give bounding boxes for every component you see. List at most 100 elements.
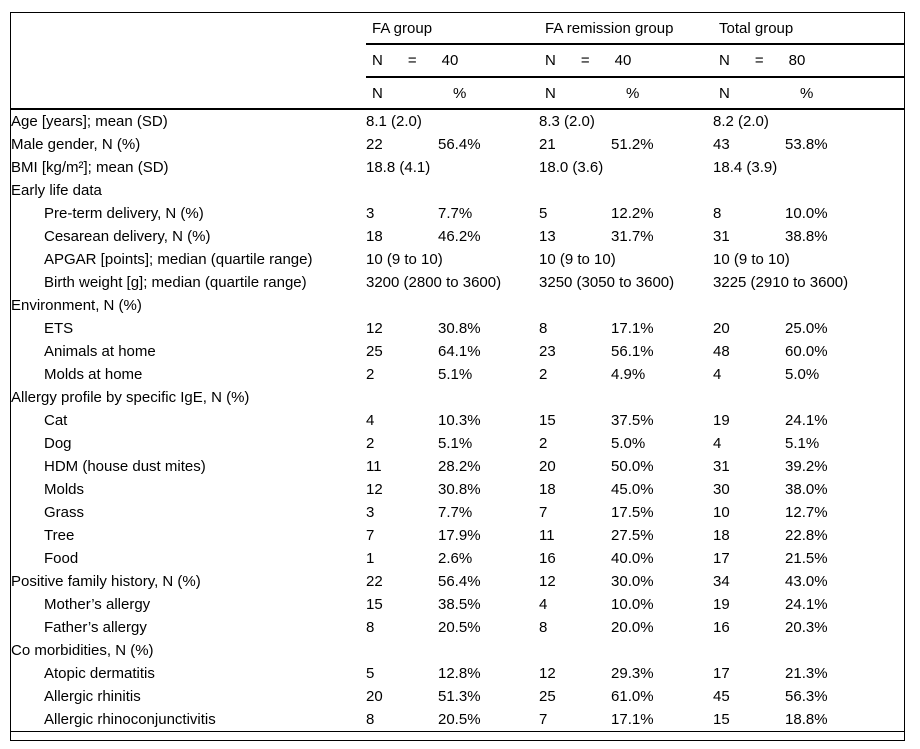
row-label: APGAR [points]; median (quartile range) <box>44 251 313 268</box>
cell-pct: 56.4% <box>438 136 481 153</box>
cell-n: 45 <box>713 688 730 705</box>
cell-pct: 37.5% <box>611 412 654 429</box>
cell-n: 31 <box>713 228 730 245</box>
cell-pct: 5.1% <box>438 366 473 383</box>
cell-pct: 51.3% <box>438 688 481 705</box>
table-row: Molds at home 2 5.1% 2 4.9% 4 5.0% <box>11 363 904 386</box>
table-row: Grass 3 7.7% 7 17.5% 10 12.7% <box>11 501 904 524</box>
row-label: Environment, N (%) <box>11 297 142 314</box>
cell-n: 4 <box>713 435 722 452</box>
cell-pct: 21.5% <box>785 550 828 567</box>
row-label: Cat <box>44 412 68 429</box>
col-group-fa: FA group <box>366 13 540 45</box>
cell-n: 15 <box>539 412 556 429</box>
cell-n: 3 <box>366 205 375 222</box>
cell-pct: 21.3% <box>785 665 828 682</box>
cell-n: 18 <box>713 527 730 544</box>
cell-pct: 43.0% <box>785 573 828 590</box>
row-label: Age [years]; mean (SD) <box>11 113 168 130</box>
cell-pct: 25.0% <box>785 320 828 337</box>
cell-value: 8.1 (2.0) <box>366 113 422 130</box>
cell-pct: 56.1% <box>611 343 654 360</box>
cell-n: 20 <box>713 320 730 337</box>
row-label: Allergy profile by specific IgE, N (%) <box>11 389 250 406</box>
cell-pct: 30.0% <box>611 573 654 590</box>
cell-pct: 51.2% <box>611 136 654 153</box>
table-row: Pre-term delivery, N (%) 3 7.7% 5 12.2% 8 10.0… <box>11 202 904 225</box>
row-label: Early life data <box>11 182 102 199</box>
table-row: Cesarean delivery, N (%) 18 46.2% 13 31.7% 31… <box>11 225 904 248</box>
cell-pct: 12.7% <box>785 504 828 521</box>
cell-pct: 22.8% <box>785 527 828 544</box>
cell-n: 4 <box>713 366 722 383</box>
cell-pct: 28.2% <box>438 458 481 475</box>
cell-n: 12 <box>539 665 556 682</box>
cell-pct: 10.0% <box>785 205 828 222</box>
row-label: Allergic rhinoconjunctivitis <box>11 708 366 732</box>
table-row: Food 1 2.6% 16 40.0% 17 21.5% <box>11 547 904 570</box>
cell-value: 3225 (2910 to 3600) <box>713 274 849 291</box>
table-row: Allergic rhinitis 20 51.3% 25 61.0% 45 56.3% <box>11 685 904 708</box>
table-row: BMI [kg/m²]; mean (SD) 18.8 (4.1) 18.0 (3.… <box>11 156 904 179</box>
row-label: BMI [kg/m²]; mean (SD) <box>11 159 169 176</box>
row-label: Male gender, N (%) <box>11 136 141 153</box>
cell-pct: 5.0% <box>785 366 820 383</box>
cell-n: 7 <box>539 504 548 521</box>
cell-n: 22 <box>366 573 383 590</box>
cell-n: 19 <box>713 596 730 613</box>
table-row: HDM (house dust mites) 11 28.2% 20 50.0% 31 39… <box>11 455 904 478</box>
table-frame: FA group FA remission group Total group … <box>10 12 905 741</box>
table-row: Tree 7 17.9% 11 27.5% 18 22.8% <box>11 524 904 547</box>
table-row: Male gender, N (%) 22 56.4% 21 51.2% 43 53.8% <box>11 133 904 156</box>
cell-n: 23 <box>539 343 556 360</box>
cell-empty <box>366 386 904 409</box>
row-label: Father’s allergy <box>44 619 147 636</box>
cell-pct: 56.3% <box>785 688 828 705</box>
cell-n: 17 <box>713 550 730 567</box>
group-n-total: N = 80 <box>713 44 905 78</box>
cell-n: 31 <box>713 458 730 475</box>
cell-pct: 17.1% <box>611 708 714 732</box>
cell-pct: 56.4% <box>438 573 481 590</box>
cell-n: 11 <box>539 527 555 544</box>
row-label: ETS <box>44 320 74 337</box>
table-row: ETS 12 30.8% 8 17.1% 20 25.0% <box>11 317 904 340</box>
cell-n: 4 <box>366 412 375 429</box>
cell-pct: 7.7% <box>438 205 473 222</box>
cell-pct: 40.0% <box>611 550 654 567</box>
row-label: Tree <box>44 527 75 544</box>
cell-n: 11 <box>366 458 382 475</box>
table-row: Positive family history, N (%) 22 56.4% 12 3… <box>11 570 904 593</box>
cell-n: 2 <box>539 435 548 452</box>
cell-n: 25 <box>539 688 556 705</box>
row-label: Atopic dermatitis <box>44 665 155 682</box>
col-group-fa-remission: FA remission group <box>539 13 714 45</box>
cell-pct: 38.8% <box>785 228 828 245</box>
cell-pct: 17.9% <box>438 527 481 544</box>
cell-n: 8 <box>366 619 375 636</box>
row-label: Positive family history, N (%) <box>11 573 201 590</box>
cell-value: 18.0 (3.6) <box>539 159 604 176</box>
row-label: Molds <box>44 481 85 498</box>
cell-pct: 39.2% <box>785 458 828 475</box>
row-label: Mother’s allergy <box>44 596 151 613</box>
cell-pct: 60.0% <box>785 343 828 360</box>
cell-n: 20 <box>539 458 556 475</box>
table-row: Mother’s allergy 15 38.5% 4 10.0% 19 24.1% <box>11 593 904 616</box>
table-row: Age [years]; mean (SD) 8.1 (2.0) 8.3 (2.0)… <box>11 109 904 133</box>
cell-n: 2 <box>539 366 548 383</box>
subheader-row: N % N % N % <box>11 77 905 110</box>
cell-n: 18 <box>539 481 556 498</box>
cell-n: 22 <box>366 136 383 153</box>
row-label: Allergic rhinitis <box>44 688 141 705</box>
table-row: Dog 2 5.1% 2 5.0% 4 5.1% <box>11 432 904 455</box>
subheader-n: N <box>713 77 786 110</box>
subheader-pct: % <box>611 77 714 110</box>
cell-pct: 38.5% <box>438 596 481 613</box>
cell-n: 12 <box>366 481 383 498</box>
cell-n: 43 <box>713 136 730 153</box>
cell-value: 10 (9 to 10) <box>539 251 616 268</box>
cell-n: 12 <box>539 573 556 590</box>
cell-value: 3200 (2800 to 3600) <box>366 274 502 291</box>
cell-value: 18.8 (4.1) <box>366 159 431 176</box>
